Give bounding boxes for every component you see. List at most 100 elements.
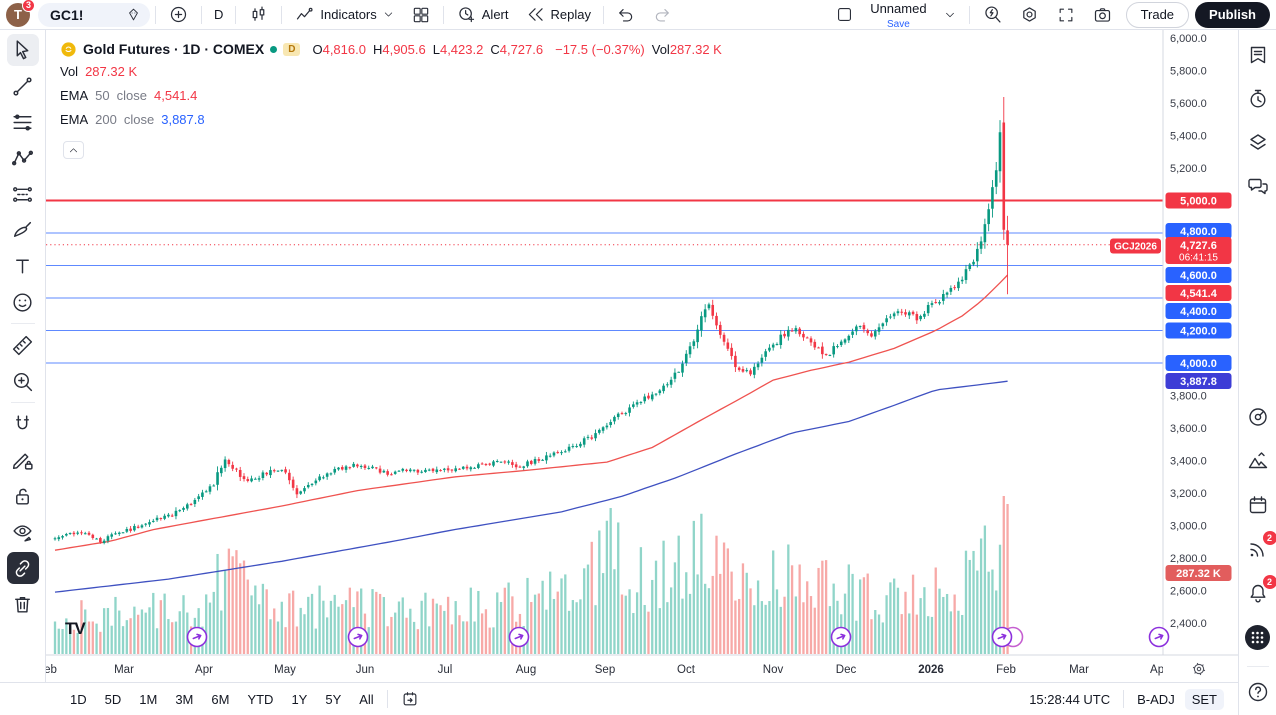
- svg-text:6,000.0: 6,000.0: [1170, 33, 1207, 45]
- pencil-lock-icon: [12, 453, 33, 470]
- svg-text:3,800.0: 3,800.0: [1170, 391, 1207, 403]
- news-signal-icon: [1249, 543, 1264, 557]
- chart-type-button[interactable]: [241, 3, 276, 27]
- save-link[interactable]: Save: [886, 18, 910, 30]
- trend-line-tool[interactable]: [7, 70, 39, 102]
- fullscreen-icon: [1059, 8, 1072, 21]
- symbol-gem-icon: [129, 8, 138, 21]
- separator: [602, 5, 604, 24]
- separator: [1123, 690, 1125, 708]
- remove-drawings-tool[interactable]: [7, 588, 39, 620]
- apps-menu-button[interactable]: [1243, 622, 1273, 652]
- legend-collapse-button[interactable]: [63, 141, 84, 159]
- interval-button[interactable]: D: [207, 3, 230, 27]
- volume-layer: [53, 496, 1009, 654]
- quick-search-button[interactable]: [975, 3, 1010, 27]
- time-axis[interactable]: TV Feb Mar Apr May Jun Jul Aug Sep Oct Nov Dec 2026 F…: [46, 619, 1238, 682]
- svg-text:Nov: Nov: [763, 664, 784, 676]
- compare-add-symbol-button[interactable]: [161, 3, 196, 27]
- adjustment-toggle[interactable]: B-ADJ: [1137, 691, 1175, 707]
- mountains-icon: [1248, 452, 1267, 469]
- chevron-up-icon: [69, 147, 78, 152]
- indicator-templates-button[interactable]: [404, 3, 438, 27]
- drawing-mode-lock-tool[interactable]: [7, 444, 39, 476]
- magnet-tool[interactable]: [7, 408, 39, 440]
- publish-button[interactable]: Publish: [1195, 1, 1270, 28]
- alert-clock-icon: [459, 7, 474, 23]
- range-6m[interactable]: 6M: [211, 691, 230, 707]
- range-5y[interactable]: 5Y: [325, 691, 342, 707]
- price-axis[interactable]: 6,000.0 5,800.0 5,600.0 5,400.0 5,200.0 3,800…: [46, 30, 1238, 682]
- text-tool[interactable]: [7, 250, 39, 282]
- chart-canvas[interactable]: TV Feb Mar Apr May Jun Jul Aug Sep Oct Nov Dec 2026 F…: [46, 30, 1238, 682]
- session-toggle[interactable]: SET: [1184, 688, 1224, 710]
- measure-tool[interactable]: [7, 329, 39, 361]
- symbol-title[interactable]: Gold Futures · 1D · COMEX: [83, 41, 265, 57]
- status-row: 15:28:44 UTC B-ADJ SET: [1029, 688, 1224, 710]
- indicators-button[interactable]: Indicators: [287, 3, 401, 27]
- alerts-button[interactable]: [1243, 84, 1273, 114]
- user-avatar[interactable]: T 3: [6, 0, 35, 27]
- ideas-button[interactable]: [1243, 446, 1273, 476]
- range-1d[interactable]: 1D: [70, 691, 87, 707]
- svg-text:287.32 K: 287.32 K: [1176, 568, 1221, 580]
- undo-button[interactable]: [609, 3, 643, 27]
- search-lightning-icon: [984, 6, 1001, 23]
- fib-retracement-tool[interactable]: [7, 106, 39, 138]
- sync-drawings-tool[interactable]: [6, 552, 39, 584]
- ema50-study-row[interactable]: EMA 50 close 4,541.4: [60, 83, 722, 107]
- symbol-search[interactable]: GC1!: [38, 2, 150, 27]
- settings-button[interactable]: [1012, 3, 1047, 27]
- volume-study-row[interactable]: Vol 287.32 K: [60, 59, 722, 83]
- ohlc-values: O4,816.0 H4,905.6 L4,423.2 C4,727.6: [312, 42, 543, 57]
- emoji-tool[interactable]: [7, 286, 39, 318]
- layout-select-button[interactable]: [828, 3, 861, 27]
- clock-utc[interactable]: 15:28:44 UTC: [1029, 691, 1111, 707]
- range-5d[interactable]: 5D: [104, 691, 122, 707]
- projection-tool[interactable]: [7, 178, 39, 210]
- zoom-in-icon: [13, 372, 33, 391]
- replay-button[interactable]: Replay: [518, 3, 598, 27]
- svg-text:3,400.0: 3,400.0: [1170, 456, 1207, 468]
- avatar-initial: T: [14, 7, 22, 22]
- hide-drawings-tool[interactable]: [7, 516, 39, 548]
- range-all[interactable]: All: [359, 691, 374, 707]
- pattern-xabcd-tool[interactable]: [7, 142, 39, 174]
- range-3m[interactable]: 3M: [175, 691, 194, 707]
- single-layout-icon: [838, 8, 852, 21]
- calendar-button[interactable]: [1243, 490, 1273, 520]
- svg-text:GCJ2026: GCJ2026: [1114, 242, 1157, 253]
- range-1y[interactable]: 1Y: [291, 691, 308, 707]
- brush-tool[interactable]: [7, 214, 39, 246]
- help-button[interactable]: [1243, 677, 1273, 707]
- redo-button[interactable]: [645, 3, 679, 27]
- svg-text:Sep: Sep: [595, 664, 615, 676]
- screener-button[interactable]: [1243, 402, 1273, 432]
- go-to-date-button[interactable]: [393, 687, 427, 711]
- cursor-tool[interactable]: [6, 34, 39, 66]
- separator: [281, 5, 283, 24]
- chart-pane[interactable]: TV Feb Mar Apr May Jun Jul Aug Sep Oct Nov Dec 2026 F…: [46, 30, 1238, 682]
- svg-text:Feb: Feb: [46, 664, 57, 676]
- layout-menu-chevron[interactable]: [936, 3, 964, 27]
- undo-icon: [619, 8, 633, 21]
- legend-title-row[interactable]: Gold Futures · 1D · COMEX D O4,816.0 H4,9…: [60, 39, 722, 59]
- object-tree-button[interactable]: [1243, 128, 1273, 158]
- range-1m[interactable]: 1M: [139, 691, 158, 707]
- lock-all-drawings-tool[interactable]: [7, 480, 39, 512]
- fullscreen-button[interactable]: [1049, 3, 1083, 27]
- topbar-left: T 3 GC1! D Indicators Alert: [6, 0, 679, 29]
- ema200-study-row[interactable]: EMA 200 close 3,887.8: [60, 107, 722, 131]
- watchlist-button[interactable]: [1243, 40, 1273, 70]
- svg-text:5,800.0: 5,800.0: [1170, 66, 1207, 78]
- screenshot-button[interactable]: [1085, 3, 1120, 27]
- news-button[interactable]: 2: [1243, 531, 1276, 564]
- trade-button[interactable]: Trade: [1125, 1, 1190, 28]
- alert-button[interactable]: Alert: [449, 3, 516, 27]
- layout-name-button[interactable]: Unnamed Save: [863, 2, 933, 30]
- zoom-in-tool[interactable]: [7, 365, 39, 397]
- chat-button[interactable]: [1243, 172, 1273, 202]
- notifications-button[interactable]: 2: [1243, 575, 1276, 608]
- time-axis-settings-gear[interactable]: [1192, 662, 1206, 676]
- range-ytd[interactable]: YTD: [247, 691, 274, 707]
